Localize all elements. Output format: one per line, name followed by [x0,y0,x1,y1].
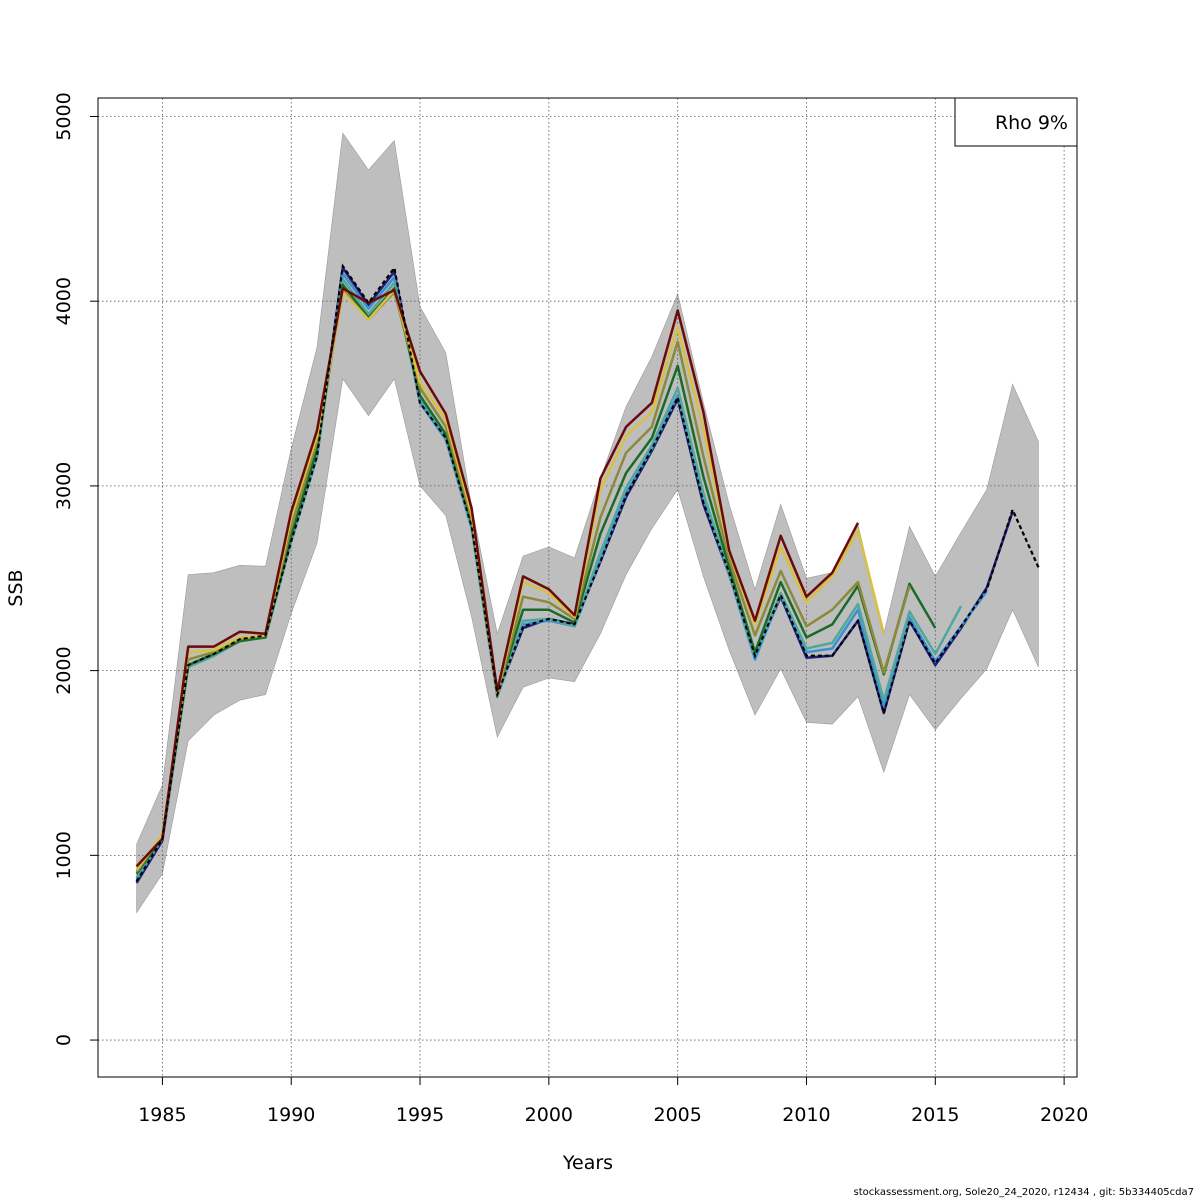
legend-text: Rho 9% [995,112,1068,134]
x-axis: 1985 1990 1995 2000 2005 2010 2015 2020 [138,1076,1088,1126]
series-layer [135,263,1040,884]
y-tick-label-0: 0 [53,1034,75,1046]
series-line-7 [135,287,860,868]
x-tick-label-1985: 1985 [138,1104,186,1126]
y-tick-label-2000: 2000 [53,646,75,694]
x-tick-label-2000: 2000 [525,1104,573,1126]
series-line-reference-overlay-0 [135,263,1040,882]
confidence-band-layer [136,132,1039,914]
legend: Rho 9% [954,97,1078,147]
x-tick-label-2015: 2015 [911,1104,959,1126]
x-tick-label-2010: 2010 [782,1104,830,1126]
legend-box [954,97,1078,147]
x-tick-label-1995: 1995 [396,1104,444,1126]
x-axis-label: Years [562,1152,613,1174]
y-tick-label-5000: 5000 [53,92,75,140]
footer-text: stockassessment.org, Sole20_24_2020, r12… [853,1187,1195,1198]
y-axis: 0 1000 2000 3000 4000 5000 [53,92,99,1046]
y-axis-label: SSB [5,569,27,606]
y-tick-label-3000: 3000 [53,462,75,510]
x-tick-label-2020: 2020 [1040,1104,1088,1126]
x-tick-label-2005: 2005 [653,1104,701,1126]
grid-layer [98,98,1077,1077]
x-tick-label-1990: 1990 [267,1104,315,1126]
confidence-band [136,132,1039,914]
y-tick-label-4000: 4000 [53,277,75,325]
y-tick-label-1000: 1000 [53,831,75,879]
